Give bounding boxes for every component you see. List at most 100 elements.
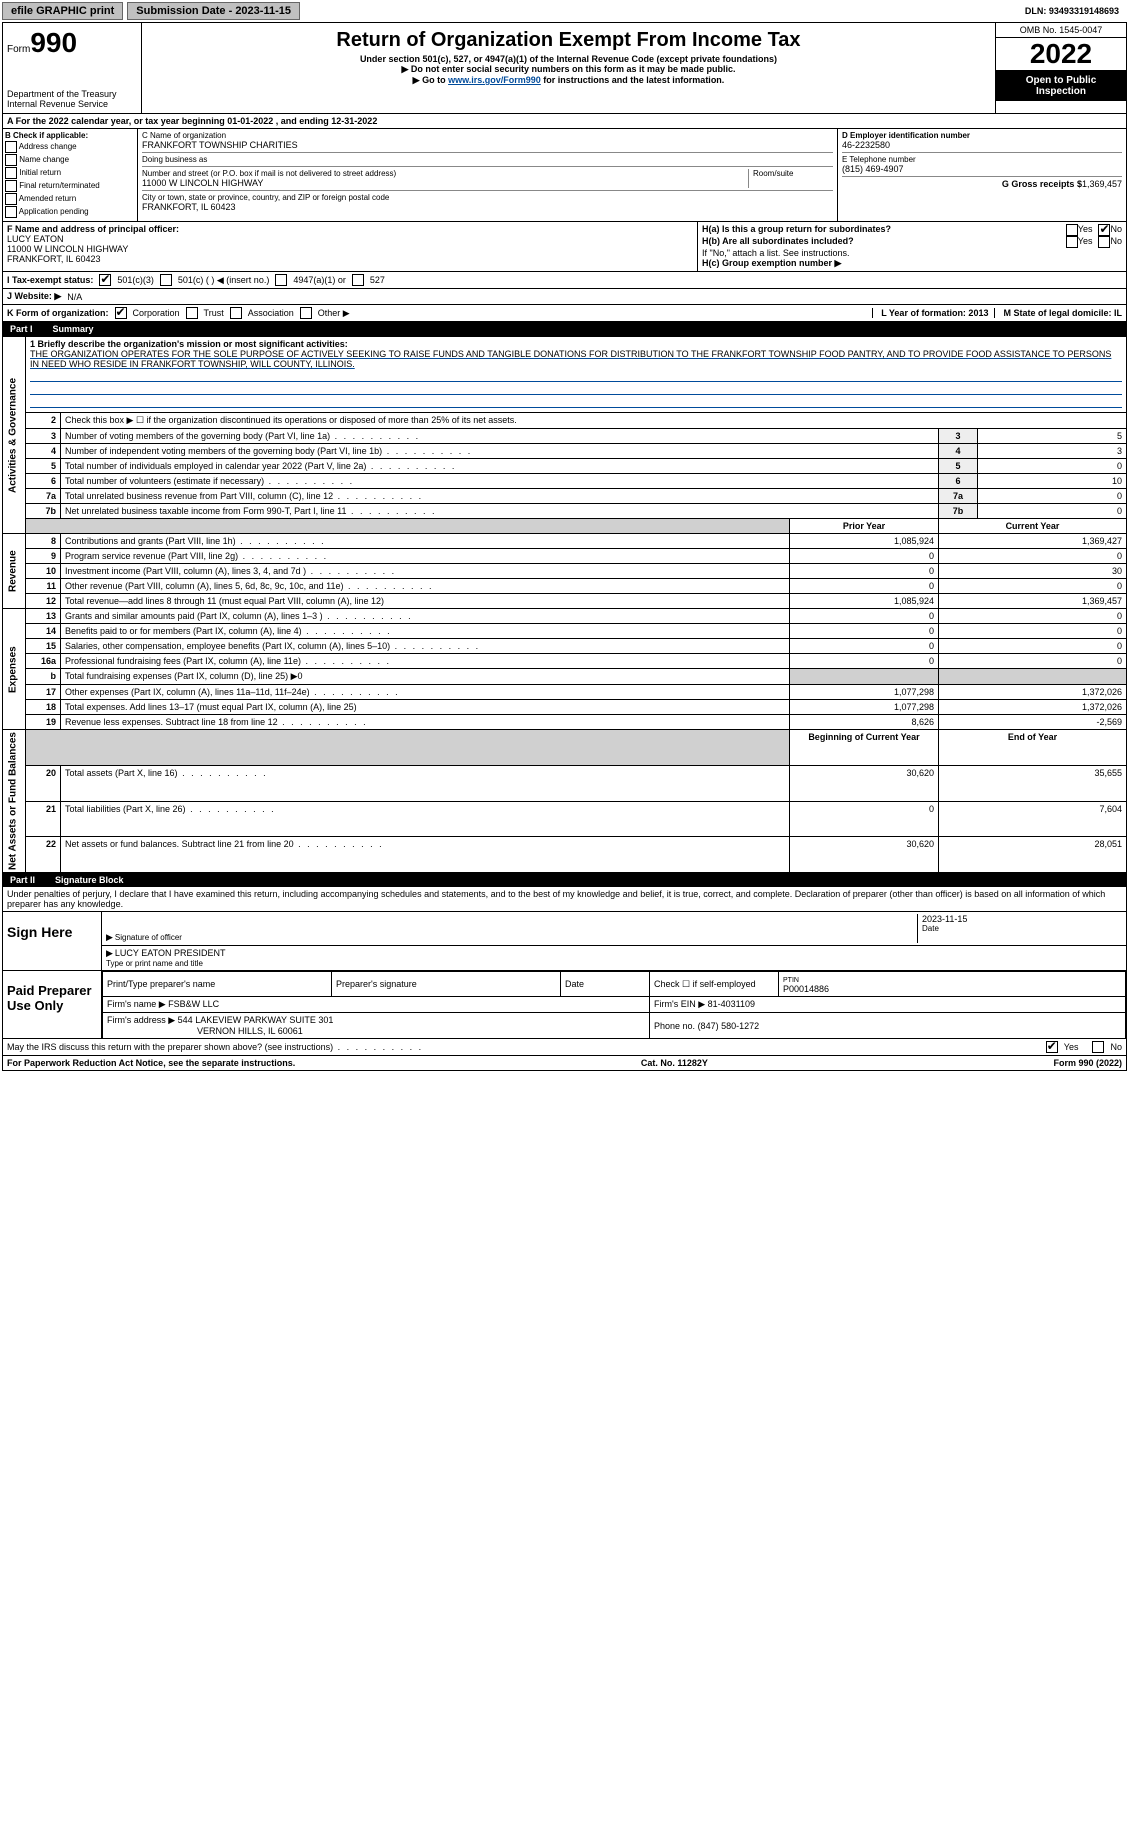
- form-header: Form990 Department of the Treasury Inter…: [2, 22, 1127, 114]
- line-num: 8: [26, 534, 61, 549]
- current-val: 0: [939, 639, 1127, 654]
- current-val: [939, 669, 1127, 685]
- m-state: M State of legal domicile: IL: [994, 308, 1122, 318]
- goto-prefix: ▶ Go to: [413, 75, 448, 85]
- row-a: A For the 2022 calendar year, or tax yea…: [2, 114, 1127, 129]
- current-val: 0: [939, 579, 1127, 594]
- k-assoc[interactable]: [230, 307, 242, 319]
- footer-mid: Cat. No. 11282Y: [641, 1058, 708, 1068]
- line-text: Professional fundraising fees (Part IX, …: [61, 654, 790, 669]
- prior-val: 0: [790, 624, 939, 639]
- officer-name: LUCY EATON: [7, 234, 693, 244]
- hb-no[interactable]: [1098, 236, 1110, 248]
- goto-suffix: for instructions and the latest informat…: [541, 75, 725, 85]
- prior-val: 30,620: [790, 837, 939, 873]
- open-public: Open to Public Inspection: [996, 71, 1126, 101]
- line-num: 22: [26, 837, 61, 873]
- prior-val: 0: [790, 579, 939, 594]
- ptin: P00014886: [783, 984, 829, 994]
- paid-h2: Preparer's signature: [332, 972, 561, 997]
- line-num: b: [26, 669, 61, 685]
- line-num: 4: [26, 444, 61, 459]
- subtitle: Under section 501(c), 527, or 4947(a)(1)…: [146, 54, 991, 64]
- footer: For Paperwork Reduction Act Notice, see …: [2, 1056, 1127, 1071]
- line-num: 5: [26, 459, 61, 474]
- line-num: 19: [26, 715, 61, 730]
- sign-here: Sign Here: [3, 912, 102, 970]
- hb-yes[interactable]: [1066, 236, 1078, 248]
- ptin-label: PTIN: [783, 977, 799, 984]
- dln: DLN: 93493319148693: [1025, 6, 1127, 16]
- b-opt[interactable]: Application pending: [5, 206, 135, 218]
- discuss-row: May the IRS discuss this return with the…: [2, 1039, 1127, 1056]
- line-text: Total number of individuals employed in …: [61, 459, 939, 474]
- line-text: Total expenses. Add lines 13–17 (must eq…: [61, 700, 790, 715]
- ha-label: H(a) Is this a group return for subordin…: [702, 224, 1066, 236]
- mission-text: THE ORGANIZATION OPERATES FOR THE SOLE P…: [30, 349, 1122, 369]
- paid-block: Paid Preparer Use Only Print/Type prepar…: [2, 971, 1127, 1039]
- line-box: 6: [939, 474, 978, 489]
- section-b: B Check if applicable: Address change Na…: [3, 129, 138, 221]
- g-label: G Gross receipts $: [1002, 179, 1082, 189]
- prior-val: 1,077,298: [790, 700, 939, 715]
- firm-addr2: VERNON HILLS, IL 60061: [197, 1026, 303, 1036]
- submission-btn[interactable]: Submission Date - 2023-11-15: [127, 2, 300, 20]
- k-corp[interactable]: [115, 307, 127, 319]
- gross: 1,369,457: [1082, 179, 1122, 189]
- i-501c3[interactable]: [99, 274, 111, 286]
- b-opt[interactable]: Amended return: [5, 193, 135, 205]
- discuss-no[interactable]: [1092, 1041, 1104, 1053]
- org-name: FRANKFORT TOWNSHIP CHARITIES: [142, 140, 833, 150]
- b-opt[interactable]: Initial return: [5, 167, 135, 179]
- line-text: Number of voting members of the governin…: [61, 429, 939, 444]
- current-val: 0: [939, 549, 1127, 564]
- i-4947[interactable]: [275, 274, 287, 286]
- line-text: Other revenue (Part VIII, column (A), li…: [61, 579, 790, 594]
- line-num: 18: [26, 700, 61, 715]
- line-text: Contributions and grants (Part VIII, lin…: [61, 534, 790, 549]
- discuss-yes[interactable]: [1046, 1041, 1058, 1053]
- b-opt[interactable]: Final return/terminated: [5, 180, 135, 192]
- sig-date: 2023-11-15: [922, 914, 1122, 924]
- topbar: efile GRAPHIC print Submission Date - 20…: [2, 2, 1127, 20]
- part1-header: Part I Summary: [2, 322, 1127, 336]
- paid-label: Paid Preparer Use Only: [3, 971, 102, 1038]
- paid-h4: Check ☐ if self-employed: [650, 972, 779, 997]
- current-val: 0: [939, 654, 1127, 669]
- i-501c[interactable]: [160, 274, 172, 286]
- line-box: 4: [939, 444, 978, 459]
- line-val: 0: [978, 489, 1127, 504]
- line-val: 5: [978, 429, 1127, 444]
- k-trust[interactable]: [186, 307, 198, 319]
- discuss-text: May the IRS discuss this return with the…: [7, 1042, 423, 1052]
- efile-btn[interactable]: efile GRAPHIC print: [2, 2, 123, 20]
- ha-yes[interactable]: [1066, 224, 1078, 236]
- row-klm: K Form of organization: Corporation Trus…: [2, 305, 1127, 322]
- prior-val: 1,085,924: [790, 534, 939, 549]
- line-num: 7b: [26, 504, 61, 519]
- street-label: Number and street (or P.O. box if mail i…: [142, 169, 748, 178]
- mission-label: 1 Briefly describe the organization's mi…: [30, 339, 1122, 349]
- b-opt[interactable]: Name change: [5, 154, 135, 166]
- part1-label: Part I: [10, 324, 33, 334]
- paid-phone: (847) 580-1272: [698, 1021, 760, 1031]
- phone: (815) 469-4907: [842, 164, 1122, 174]
- line-num: 14: [26, 624, 61, 639]
- ha-no[interactable]: [1098, 224, 1110, 236]
- b-opt[interactable]: Address change: [5, 141, 135, 153]
- end-header: End of Year: [939, 730, 1127, 766]
- line-text: Other expenses (Part IX, column (A), lin…: [61, 685, 790, 700]
- line-text: Net unrelated business taxable income fr…: [61, 504, 939, 519]
- prior-val: 1,077,298: [790, 685, 939, 700]
- sig-label: Signature of officer: [106, 932, 917, 943]
- i-527[interactable]: [352, 274, 364, 286]
- k-other[interactable]: [300, 307, 312, 319]
- line-text: Total liabilities (Part X, line 26): [61, 801, 790, 837]
- line-num: 21: [26, 801, 61, 837]
- i-label: I Tax-exempt status:: [7, 275, 93, 285]
- current-val: 28,051: [939, 837, 1127, 873]
- line-text: Total unrelated business revenue from Pa…: [61, 489, 939, 504]
- goto-link[interactable]: www.irs.gov/Form990: [448, 75, 541, 85]
- e-label: E Telephone number: [842, 155, 1122, 164]
- city: FRANKFORT, IL 60423: [142, 202, 833, 212]
